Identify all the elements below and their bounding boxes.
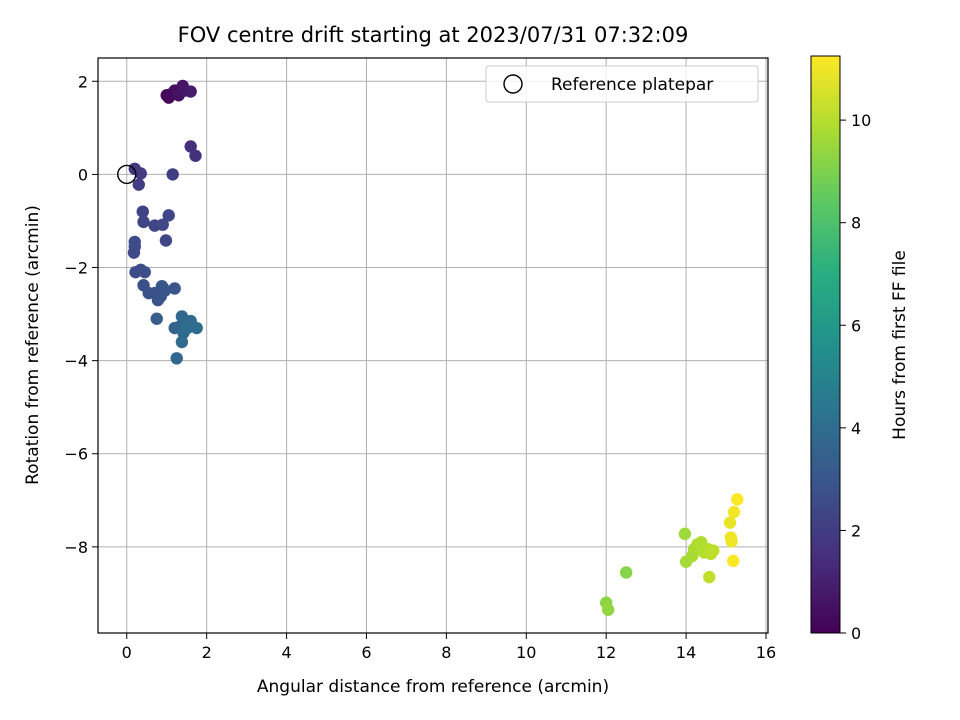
- data-point: [159, 234, 173, 247]
- chart-title: FOV centre drift starting at 2023/07/31 …: [178, 23, 689, 47]
- x-tick-label: 6: [361, 643, 371, 662]
- x-axis-label: Angular distance from reference (arcmin): [257, 677, 609, 697]
- data-point: [166, 168, 179, 181]
- y-axis-ticks: 2 0 −2 −4 −6 −8: [64, 72, 98, 557]
- data-point: [619, 566, 633, 579]
- data-point: [136, 205, 149, 218]
- data-point: [137, 215, 150, 229]
- data-point: [723, 516, 737, 529]
- colorbar-gradient: [810, 55, 841, 634]
- colorbar-tick-label: 4: [851, 419, 861, 438]
- data-point: [157, 282, 170, 295]
- y-tick-label: 2: [78, 72, 88, 91]
- data-points: [127, 79, 744, 616]
- data-point: [703, 570, 716, 584]
- data-point: [181, 321, 194, 335]
- data-point: [184, 140, 197, 153]
- x-tick-label: 2: [202, 643, 212, 662]
- data-point: [170, 352, 183, 365]
- reference-platepar-marker: [117, 164, 137, 185]
- colorbar-tick-label: 0: [851, 624, 861, 643]
- data-point: [175, 335, 189, 349]
- data-point: [134, 167, 147, 180]
- colorbar: 0 2 4 6 8 10 Hours from first FF file: [810, 55, 910, 643]
- data-point: [168, 282, 181, 295]
- data-point: [132, 178, 145, 191]
- x-tick-label: 16: [756, 643, 776, 662]
- colorbar-tick-label: 6: [851, 316, 861, 335]
- data-point: [150, 312, 163, 325]
- data-point: [727, 554, 740, 568]
- data-point: [725, 535, 738, 548]
- grid-lines: [98, 58, 768, 633]
- data-point: [127, 246, 141, 259]
- y-tick-label: −4: [64, 352, 88, 371]
- data-point: [184, 85, 197, 98]
- x-tick-label: 0: [122, 643, 132, 662]
- colorbar-tick-label: 10: [851, 111, 871, 130]
- x-tick-label: 14: [676, 643, 696, 662]
- legend-entry-reference: Reference platepar: [551, 75, 713, 95]
- y-tick-label: −2: [64, 259, 88, 278]
- data-point: [727, 505, 741, 519]
- colorbar-tick-label: 8: [851, 214, 861, 233]
- x-axis-ticks: 0 2 4 6 8 10 12 14 16: [122, 633, 776, 662]
- reference-layer: [117, 164, 137, 185]
- data-point: [731, 493, 744, 506]
- data-point: [190, 321, 203, 335]
- plot-frame: [97, 57, 769, 634]
- data-point: [678, 527, 692, 541]
- x-tick-label: 12: [596, 643, 616, 662]
- data-point: [707, 544, 720, 557]
- colorbar-tick-label: 2: [851, 521, 861, 540]
- legend-reference-marker: [503, 74, 523, 94]
- legend-box: [485, 65, 759, 103]
- y-tick-label: −6: [64, 445, 88, 464]
- data-point: [601, 603, 615, 616]
- x-tick-label: 8: [441, 643, 451, 662]
- y-axis-label: Rotation from reference (arcmin): [23, 205, 43, 485]
- data-point: [156, 218, 169, 231]
- legend: Reference platepar: [485, 65, 759, 103]
- y-tick-label: 0: [78, 165, 88, 184]
- data-point: [138, 265, 151, 279]
- colorbar-label: Hours from first FF file: [890, 250, 910, 440]
- x-tick-label: 4: [281, 643, 291, 662]
- data-point: [189, 149, 202, 162]
- y-tick-label: −8: [64, 538, 88, 557]
- colorbar-ticks: 0 2 4 6 8 10: [840, 111, 871, 643]
- data-point: [162, 209, 175, 222]
- x-tick-label: 10: [516, 643, 536, 662]
